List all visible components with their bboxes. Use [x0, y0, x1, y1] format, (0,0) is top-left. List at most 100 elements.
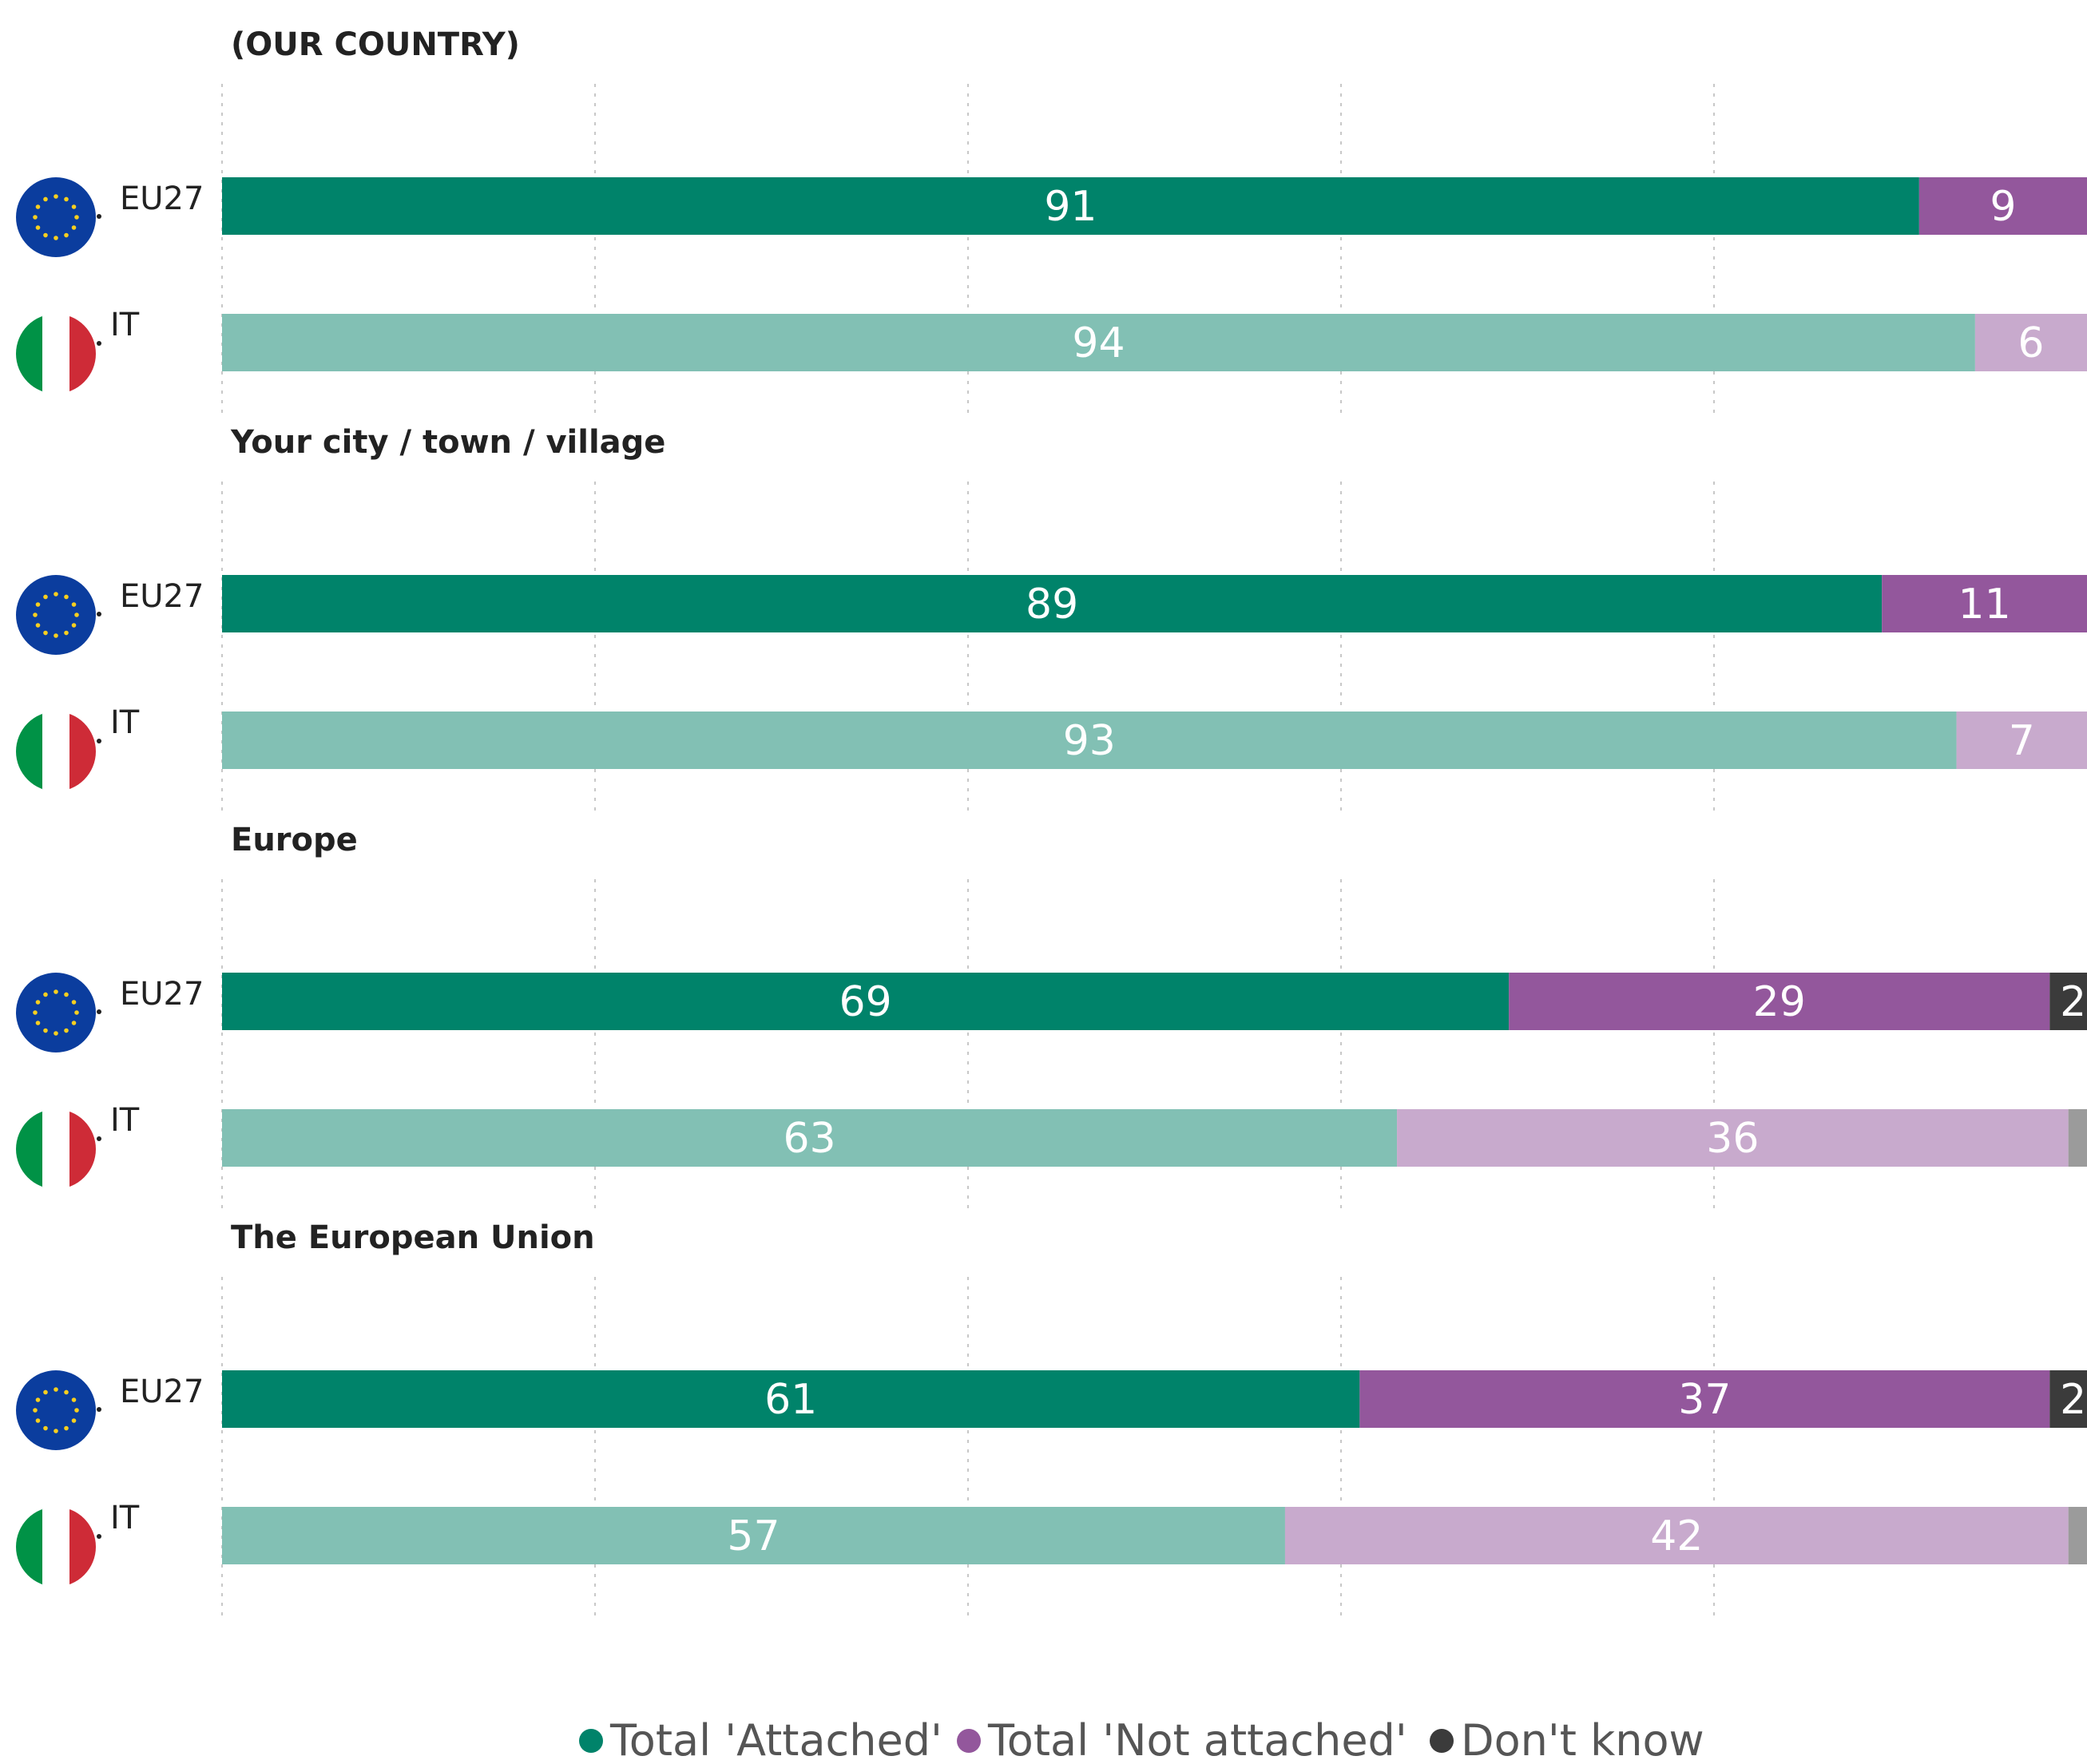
bar-segment-attached: [222, 575, 1883, 632]
chart-group: Your city / town / village EU27 89 11 IT 93 7: [16, 424, 2087, 791]
italy-flag-white: [42, 712, 69, 791]
bar-row: IT 94 6: [16, 307, 2087, 394]
label-dot: [97, 214, 101, 219]
legend-label: Don't know: [1461, 1715, 1704, 1764]
bar-value-label: 61: [764, 1376, 817, 1424]
bar-value-label: 69: [839, 978, 891, 1026]
row-label: IT: [110, 1500, 140, 1536]
group-title: Your city / town / village: [230, 424, 665, 461]
bar-value-label: 93: [1063, 717, 1116, 765]
legend-item-not-attached: Total 'Not attached': [957, 1715, 1407, 1764]
eu-flag-star: [71, 623, 77, 628]
bar-value-label: 94: [1072, 319, 1125, 367]
eu-flag-star: [71, 1021, 77, 1025]
italy-flag-white: [42, 314, 69, 394]
bar-segment-attached: [222, 1370, 1360, 1428]
eu-flag-icon: [16, 973, 96, 1052]
italy-flag-red: [69, 1109, 96, 1189]
bar-value-label: 6: [2018, 319, 2044, 367]
label-dot: [97, 1136, 101, 1141]
eu-flag-star: [35, 1418, 41, 1423]
bar-segment-attached: [222, 314, 1975, 371]
row-label: IT: [110, 307, 140, 343]
eu-flag-star: [74, 1010, 79, 1015]
eu-flag-star: [35, 1397, 41, 1402]
eu-flag-star: [54, 1031, 58, 1036]
italy-flag-red: [69, 314, 96, 394]
eu-flag-star: [43, 630, 48, 636]
legend-swatch: [579, 1729, 603, 1753]
eu-flag-star: [43, 1389, 48, 1395]
row-label: EU27: [120, 1374, 204, 1410]
eu-flag-star: [54, 194, 58, 199]
bar-value-label: 37: [1678, 1376, 1731, 1424]
bar-value-label: 11: [1958, 581, 2010, 628]
bar-value-label: 29: [1753, 978, 1806, 1026]
legend-label: Total 'Attached': [609, 1715, 942, 1764]
row-label: IT: [110, 1102, 140, 1139]
bar-value-label: 7: [2009, 717, 2035, 765]
eu-flag-star: [64, 630, 69, 636]
eu-flag-star: [71, 1000, 77, 1005]
bar-row: IT 93 7: [16, 704, 2087, 791]
eu-flag-star: [71, 225, 77, 230]
bar-row: EU27 69 29 2: [16, 973, 2087, 1052]
eu-flag-star: [64, 1389, 69, 1395]
eu-flag-star: [71, 204, 77, 209]
eu-flag-star: [33, 1010, 38, 1015]
eu-flag-star: [64, 594, 69, 600]
label-dot: [97, 1407, 101, 1412]
bar-segment-dont-know: [2068, 1109, 2087, 1167]
bar-segment-not-attached: [1397, 1109, 2069, 1167]
italy-flag-green: [16, 314, 43, 394]
bar-segment-not-attached: [1956, 712, 2087, 769]
eu-flag-star: [54, 1429, 58, 1433]
bar-segment-dont-know: [2049, 973, 2087, 1030]
bar-value-label: 89: [1026, 581, 1078, 628]
eu-flag-star: [35, 1021, 41, 1025]
bar-value-label: 63: [783, 1115, 835, 1163]
italy-flag-icon: [16, 314, 96, 394]
bar-value-label: 36: [1706, 1115, 1759, 1163]
eu-flag-star: [33, 612, 38, 617]
label-dot: [97, 1009, 101, 1014]
chart-groups: (OUR COUNTRY) EU27 91 9 IT 94 6 Your city / tow…: [16, 26, 2087, 1587]
bar-row: IT 63 36: [16, 1102, 2087, 1189]
italy-flag-white: [42, 1109, 69, 1189]
eu-flag-icon: [16, 177, 96, 257]
bar-segment-not-attached: [1882, 575, 2087, 632]
legend-swatch: [1430, 1729, 1454, 1753]
bar-segment-attached: [222, 177, 1919, 235]
bar-value-label: 42: [1650, 1512, 1703, 1560]
italy-flag-red: [69, 1507, 96, 1587]
italy-flag-green: [16, 1109, 43, 1189]
bar-segment-attached: [222, 712, 1957, 769]
eu-flag-disc: [16, 177, 96, 257]
italy-flag-icon: [16, 712, 96, 791]
bar-value-label: 91: [1044, 183, 1097, 231]
chart-group: The European Union EU27 61 37 2 IT 57 42: [16, 1219, 2087, 1587]
bar-segment-not-attached: [1359, 1370, 2050, 1428]
chart-group: (OUR COUNTRY) EU27 91 9 IT 94 6: [16, 26, 2087, 394]
bar-segment-attached: [222, 973, 1510, 1030]
italy-flag-white: [42, 1507, 69, 1587]
eu-flag-star: [43, 594, 48, 600]
eu-flag-star: [74, 1408, 79, 1413]
eu-flag-disc: [16, 575, 96, 655]
eu-flag-star: [64, 196, 69, 202]
eu-flag-icon: [16, 575, 96, 655]
italy-flag-icon: [16, 1507, 96, 1587]
eu-flag-star: [64, 992, 69, 997]
italy-flag-icon: [16, 1109, 96, 1189]
eu-flag-star: [35, 225, 41, 230]
legend-item-attached: Total 'Attached': [579, 1715, 942, 1764]
row-label: EU27: [120, 976, 204, 1013]
bar-segment-not-attached: [1509, 973, 2050, 1030]
eu-flag-star: [43, 196, 48, 202]
eu-flag-star: [43, 232, 48, 238]
label-dot: [97, 1534, 101, 1539]
eu-flag-disc: [16, 1370, 96, 1450]
eu-flag-star: [71, 1397, 77, 1402]
row-label: EU27: [120, 180, 204, 217]
